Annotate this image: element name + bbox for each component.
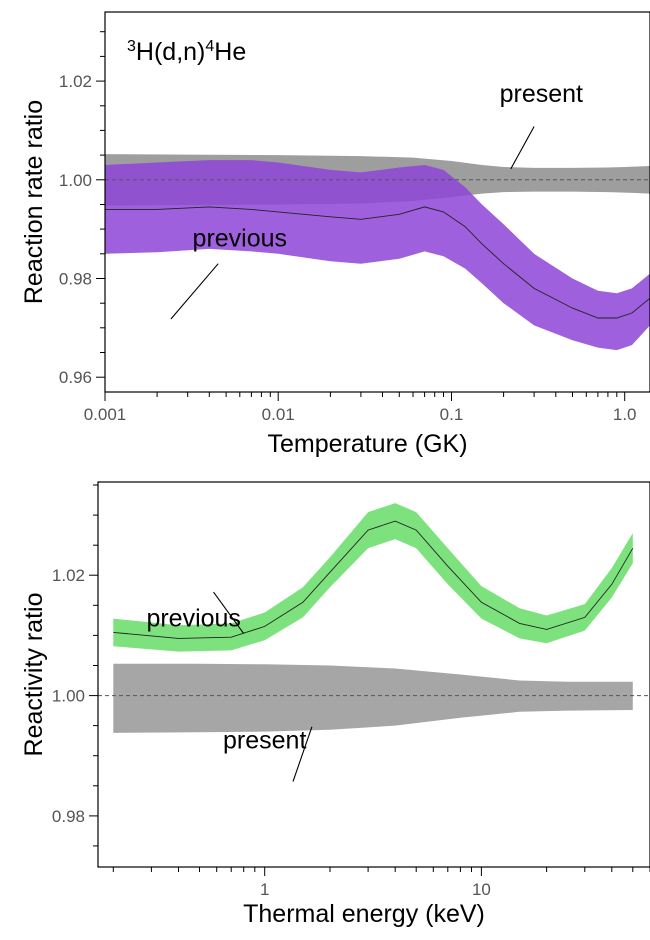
- plot-frame: [97, 481, 650, 868]
- reactivity-panel: previous present 1 10 0.98 1.00 1.02 Thermal …: [20, 481, 650, 928]
- title-mass-number-tritium: 3: [127, 38, 136, 55]
- present-uncertainty-band: [113, 663, 633, 733]
- y-axis-label: Reaction rate ratio: [20, 100, 48, 304]
- previous-leader-line: [213, 591, 245, 634]
- y-axis-label: Reactivity ratio: [20, 593, 48, 757]
- previous-central-line: [105, 206, 650, 319]
- previous-annotation: previous: [193, 224, 288, 252]
- title-mass-number-helium: 4: [205, 38, 214, 55]
- y-tick-label: 1.00: [59, 171, 92, 190]
- x-tick-label: 0.001: [84, 405, 127, 424]
- x-tick-label: 10: [472, 880, 491, 899]
- present-leader-line: [292, 726, 313, 782]
- y-tick-label: 0.96: [59, 368, 92, 387]
- previous-annotation: previous: [146, 604, 241, 632]
- y-tick-label: 1.02: [52, 566, 85, 585]
- x-tick-label: 0.01: [262, 405, 295, 424]
- x-axis-label: Thermal energy (keV): [243, 900, 485, 928]
- y-tick-label: 1.02: [59, 72, 92, 91]
- x-tick-label: 0.1: [440, 405, 464, 424]
- previous-leader-line: [170, 263, 219, 320]
- y-tick-label: 1.00: [52, 687, 85, 706]
- reaction-title: 3H(d,n)4He: [127, 38, 246, 66]
- present-annotation: present: [223, 727, 306, 755]
- previous-central-line: [113, 520, 634, 639]
- x-axis-label: Temperature (GK): [267, 430, 467, 458]
- y-tick-label: 0.98: [52, 807, 85, 826]
- reaction-rate-panel: present previous 0.001 0.01 0.1 1.0 0.96 0.98 1…: [20, 11, 650, 458]
- x-tick-label: 1.0: [613, 405, 637, 424]
- title-product: He: [214, 38, 246, 66]
- present-annotation: present: [500, 80, 583, 108]
- title-reaction: H(d,n): [136, 38, 205, 66]
- plot-frame: [104, 11, 650, 393]
- y-tick-label: 0.98: [59, 270, 92, 289]
- present-leader-line: [510, 126, 535, 170]
- previous-uncertainty-band: [105, 160, 650, 351]
- x-tick-label: 1: [260, 880, 269, 899]
